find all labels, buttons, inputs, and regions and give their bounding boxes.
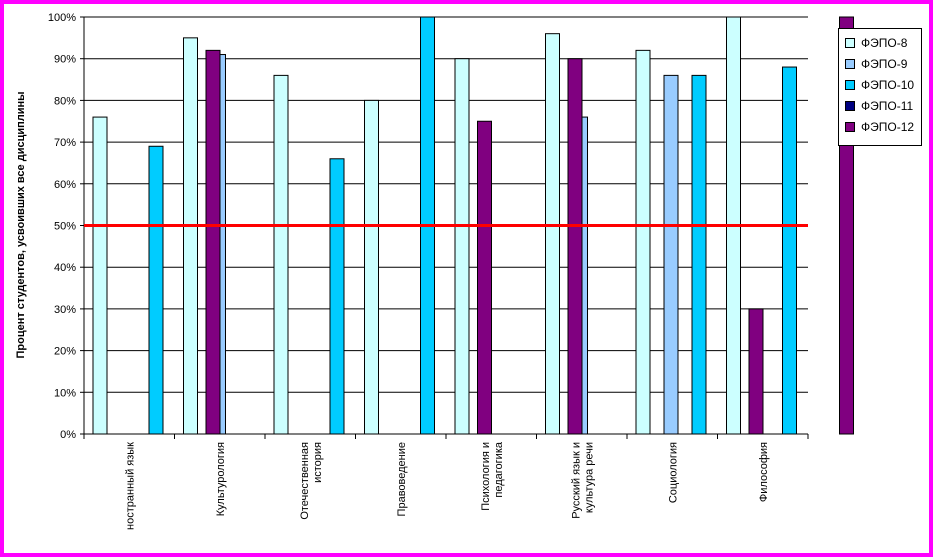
legend-swatch (845, 101, 855, 111)
y-tick-label: 80% (54, 95, 76, 107)
legend-item: ФЭПО-12 (845, 119, 914, 135)
x-category-label: Социология (667, 442, 679, 503)
y-tick-label: 60% (54, 179, 76, 191)
legend-label: ФЭПО-10 (861, 78, 915, 92)
x-category-label: Психология и (480, 442, 492, 511)
bar (477, 120, 492, 435)
y-tick-label: 30% (54, 304, 76, 316)
y-tick-label: 50% (54, 221, 76, 233)
legend-item: ФЭПО-11 (845, 98, 913, 114)
bar (205, 49, 221, 435)
legend-label: ФЭПО-11 (861, 99, 914, 113)
bar (782, 66, 797, 435)
bar (454, 58, 470, 435)
y-tick-label: 40% (54, 262, 76, 274)
y-tick-label: 10% (54, 387, 76, 399)
legend: ФЭПО-8 ФЭПО-9 ФЭПО-10 ФЭПО-11 ФЭПО-12 (838, 28, 922, 146)
x-category-label: история (312, 442, 324, 483)
bar (545, 33, 560, 435)
y-axis-label: Процент студентов, усвоивших все дисципл… (15, 91, 27, 358)
x-category-label: Отечественная (299, 442, 311, 520)
y-tick-label: 100% (48, 12, 76, 24)
legend-label: ФЭПО-9 (861, 57, 908, 71)
bar (273, 74, 289, 435)
x-category-label: Русский язык и (570, 442, 582, 519)
bar (663, 74, 679, 435)
x-category-label: культура речи (583, 442, 595, 513)
legend-swatch (845, 122, 855, 132)
bar (748, 308, 764, 435)
y-tick-labels: 0% 10% 20% 30% 40% 50% 60% 70% 80% 90% 100% (48, 12, 76, 441)
x-category-label: педагогика (493, 441, 505, 497)
x-category-label: ностранный язык (124, 442, 136, 530)
y-tick-label: 90% (54, 54, 76, 66)
bar (183, 37, 198, 435)
legend-swatch (845, 38, 855, 48)
legend-item: ФЭПО-8 (845, 35, 907, 51)
y-tick-label: 20% (54, 346, 76, 358)
legend-label: ФЭПО-8 (861, 36, 908, 50)
legend-swatch (845, 59, 855, 69)
legend-label: ФЭПО-12 (861, 120, 915, 134)
y-tick-label: 0% (60, 429, 76, 441)
bar (329, 158, 345, 435)
bar (567, 58, 583, 435)
legend-item: ФЭПО-10 (845, 77, 914, 93)
bar (691, 74, 707, 435)
bar (148, 145, 164, 435)
x-category-label: Философия (758, 442, 770, 502)
x-category-label: Правоведение (396, 442, 408, 516)
bar (635, 49, 651, 435)
bar (364, 99, 379, 435)
x-category-label: Культурология (215, 442, 227, 516)
x-category-labels: ностранный язык Культурология Отечественна… (124, 441, 770, 530)
legend-swatch (845, 80, 855, 90)
y-tick-label: 70% (54, 137, 76, 149)
bars (92, 16, 854, 435)
legend-item: ФЭПО-9 (845, 56, 907, 72)
bar (92, 116, 108, 435)
